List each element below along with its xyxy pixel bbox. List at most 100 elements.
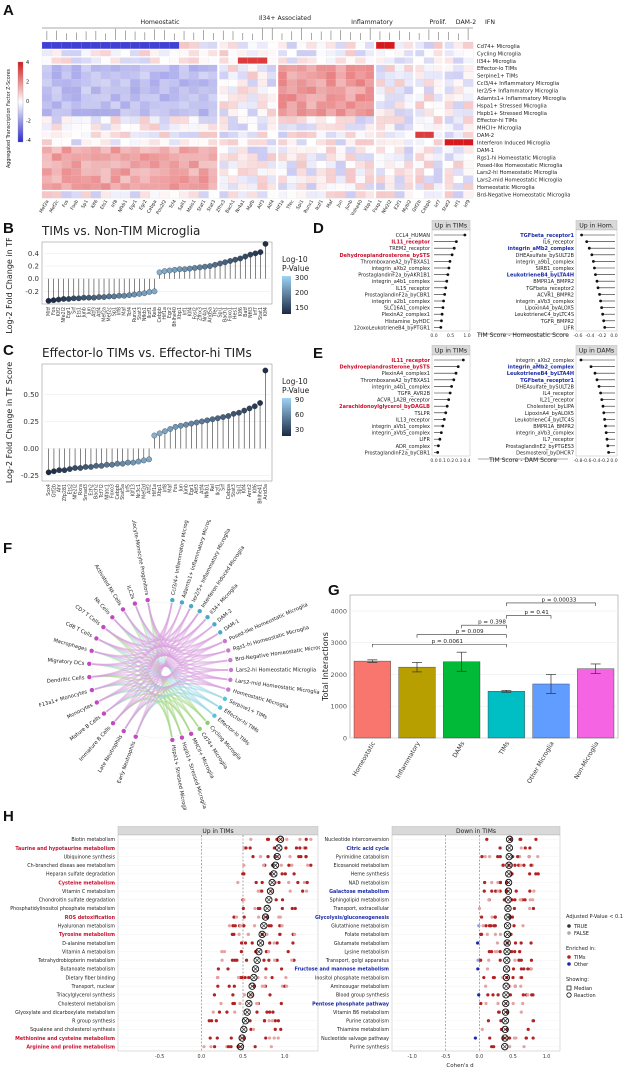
heatmap-cell [345, 71, 356, 80]
x-tick-label: Spi1 [218, 307, 224, 317]
reaction-point [279, 863, 283, 867]
lollipop-point [222, 259, 228, 266]
x-tick-label: 1.0 [543, 1054, 551, 1060]
heatmap-cell [198, 190, 209, 199]
heatmap-cell [237, 93, 248, 102]
reaction-point [267, 958, 271, 962]
x-tick-label: Foxo3 [110, 484, 116, 498]
lr-label: DHEAsulfate_bySULT2B [516, 253, 575, 259]
lr-label: integrin_aXb2_complex [516, 358, 574, 364]
heatmap-cell [414, 190, 425, 199]
heatmap-cell [51, 49, 62, 58]
heatmap-cell [188, 168, 200, 176]
x-tick-label: Nfkb1 [205, 484, 211, 498]
reaction-point [497, 1010, 501, 1014]
heatmap-cell [325, 183, 337, 191]
heatmap-cell [257, 56, 268, 65]
lr-label: integrin_aMb2_complex [508, 246, 575, 252]
lollipop-point [55, 296, 62, 303]
chord-node [197, 726, 202, 732]
x-tick-label: Atf4 [199, 484, 205, 494]
legend-item: Reaction [574, 993, 596, 999]
reaction-point [485, 967, 490, 971]
heatmap-cell [394, 153, 405, 162]
heatmap-cell [198, 145, 209, 154]
heatmap-cell [120, 101, 131, 110]
heatmap-cell [90, 153, 102, 162]
heatmap-cell [414, 56, 425, 65]
heatmap-cell [404, 64, 415, 72]
reaction-point [486, 993, 490, 997]
lollipop-point [230, 410, 237, 417]
x-tick-label: 0.0 [430, 458, 437, 464]
reaction-point [229, 1036, 233, 1040]
heatmap-cell [404, 108, 415, 117]
p-value-label: p = 0.398 [478, 620, 506, 626]
heatmap-cell [247, 86, 258, 95]
x-tick-label: Tcf4 [127, 307, 133, 318]
reaction-point [242, 993, 247, 997]
lr-label: integrin_aVb3_complex [516, 431, 574, 437]
legend-key [567, 924, 571, 928]
heatmap-cell [286, 123, 297, 132]
heatmap-cell [257, 108, 268, 117]
panel-c-title: Effector-lo TIMs vs. Effector-hi TIMs [42, 346, 252, 360]
heatmap-cell [365, 153, 376, 162]
heatmap-cell [71, 56, 82, 65]
lr-label: ADR_complex [396, 444, 430, 450]
heatmap-cell [247, 123, 258, 132]
lr-label: TGFbeta_receptor1 [520, 233, 574, 239]
reaction-point [227, 924, 232, 928]
y-tick-label: 0.00 [23, 445, 39, 453]
chord-node [132, 601, 138, 606]
reaction-point [279, 967, 284, 971]
heatmap-cell [169, 190, 180, 199]
heatmap-cell [257, 190, 268, 199]
chord-node [101, 711, 107, 716]
reaction-point [260, 889, 264, 893]
heatmap-cell [374, 93, 386, 102]
heatmap-row-label: Adamts1+ Inflammatory Microglia [477, 96, 566, 102]
heatmap-cell [71, 79, 82, 87]
lr-label: Cholesterol_byLIPA [527, 404, 575, 410]
legend-title: Enriched in: [566, 946, 596, 952]
heatmap-cell [218, 175, 229, 184]
heatmap-cell [277, 138, 288, 147]
x-tick-label: Gtf2b [51, 484, 57, 497]
heatmap-cell [286, 79, 297, 87]
heatmap-col-label: Maf [325, 199, 335, 210]
x-tick-label: Irf8 [162, 484, 168, 492]
reaction-point [262, 984, 266, 988]
heatmap-cell [325, 101, 337, 110]
lr-point [605, 437, 609, 441]
heatmap-cell [365, 101, 376, 110]
colorbar-tick: 4 [26, 60, 29, 66]
median-marker [504, 896, 512, 904]
pathway-label: Lysine metabolism [344, 949, 389, 955]
heatmap-cell [247, 64, 258, 72]
x-tick-label: Maf [168, 484, 174, 493]
heatmap-cell [81, 56, 92, 65]
heatmap-cell [414, 79, 425, 87]
heatmap-cell [208, 153, 219, 162]
reaction-point [534, 872, 538, 876]
y-tick-label: -0.25 [21, 472, 39, 480]
lollipop-point [93, 462, 100, 469]
reaction-point [511, 975, 515, 980]
heatmap-cell [90, 86, 102, 95]
heatmap-cell [228, 71, 239, 80]
heatmap-cell [277, 49, 288, 58]
reaction-point [280, 924, 284, 928]
heatmap-cell [443, 116, 454, 124]
heatmap-col-label: Egr2 [138, 199, 149, 211]
colorbar [17, 61, 24, 143]
heatmap-cell [463, 108, 474, 117]
heatmap-cell [41, 160, 53, 169]
heatmap-cell [130, 49, 141, 58]
median-cross [266, 897, 272, 903]
reaction-point [513, 984, 517, 988]
heatmap-cell [355, 160, 366, 169]
reaction-point [487, 958, 491, 962]
reaction-point [268, 1010, 272, 1014]
heatmap-col-label: Gtf2b [411, 199, 423, 213]
